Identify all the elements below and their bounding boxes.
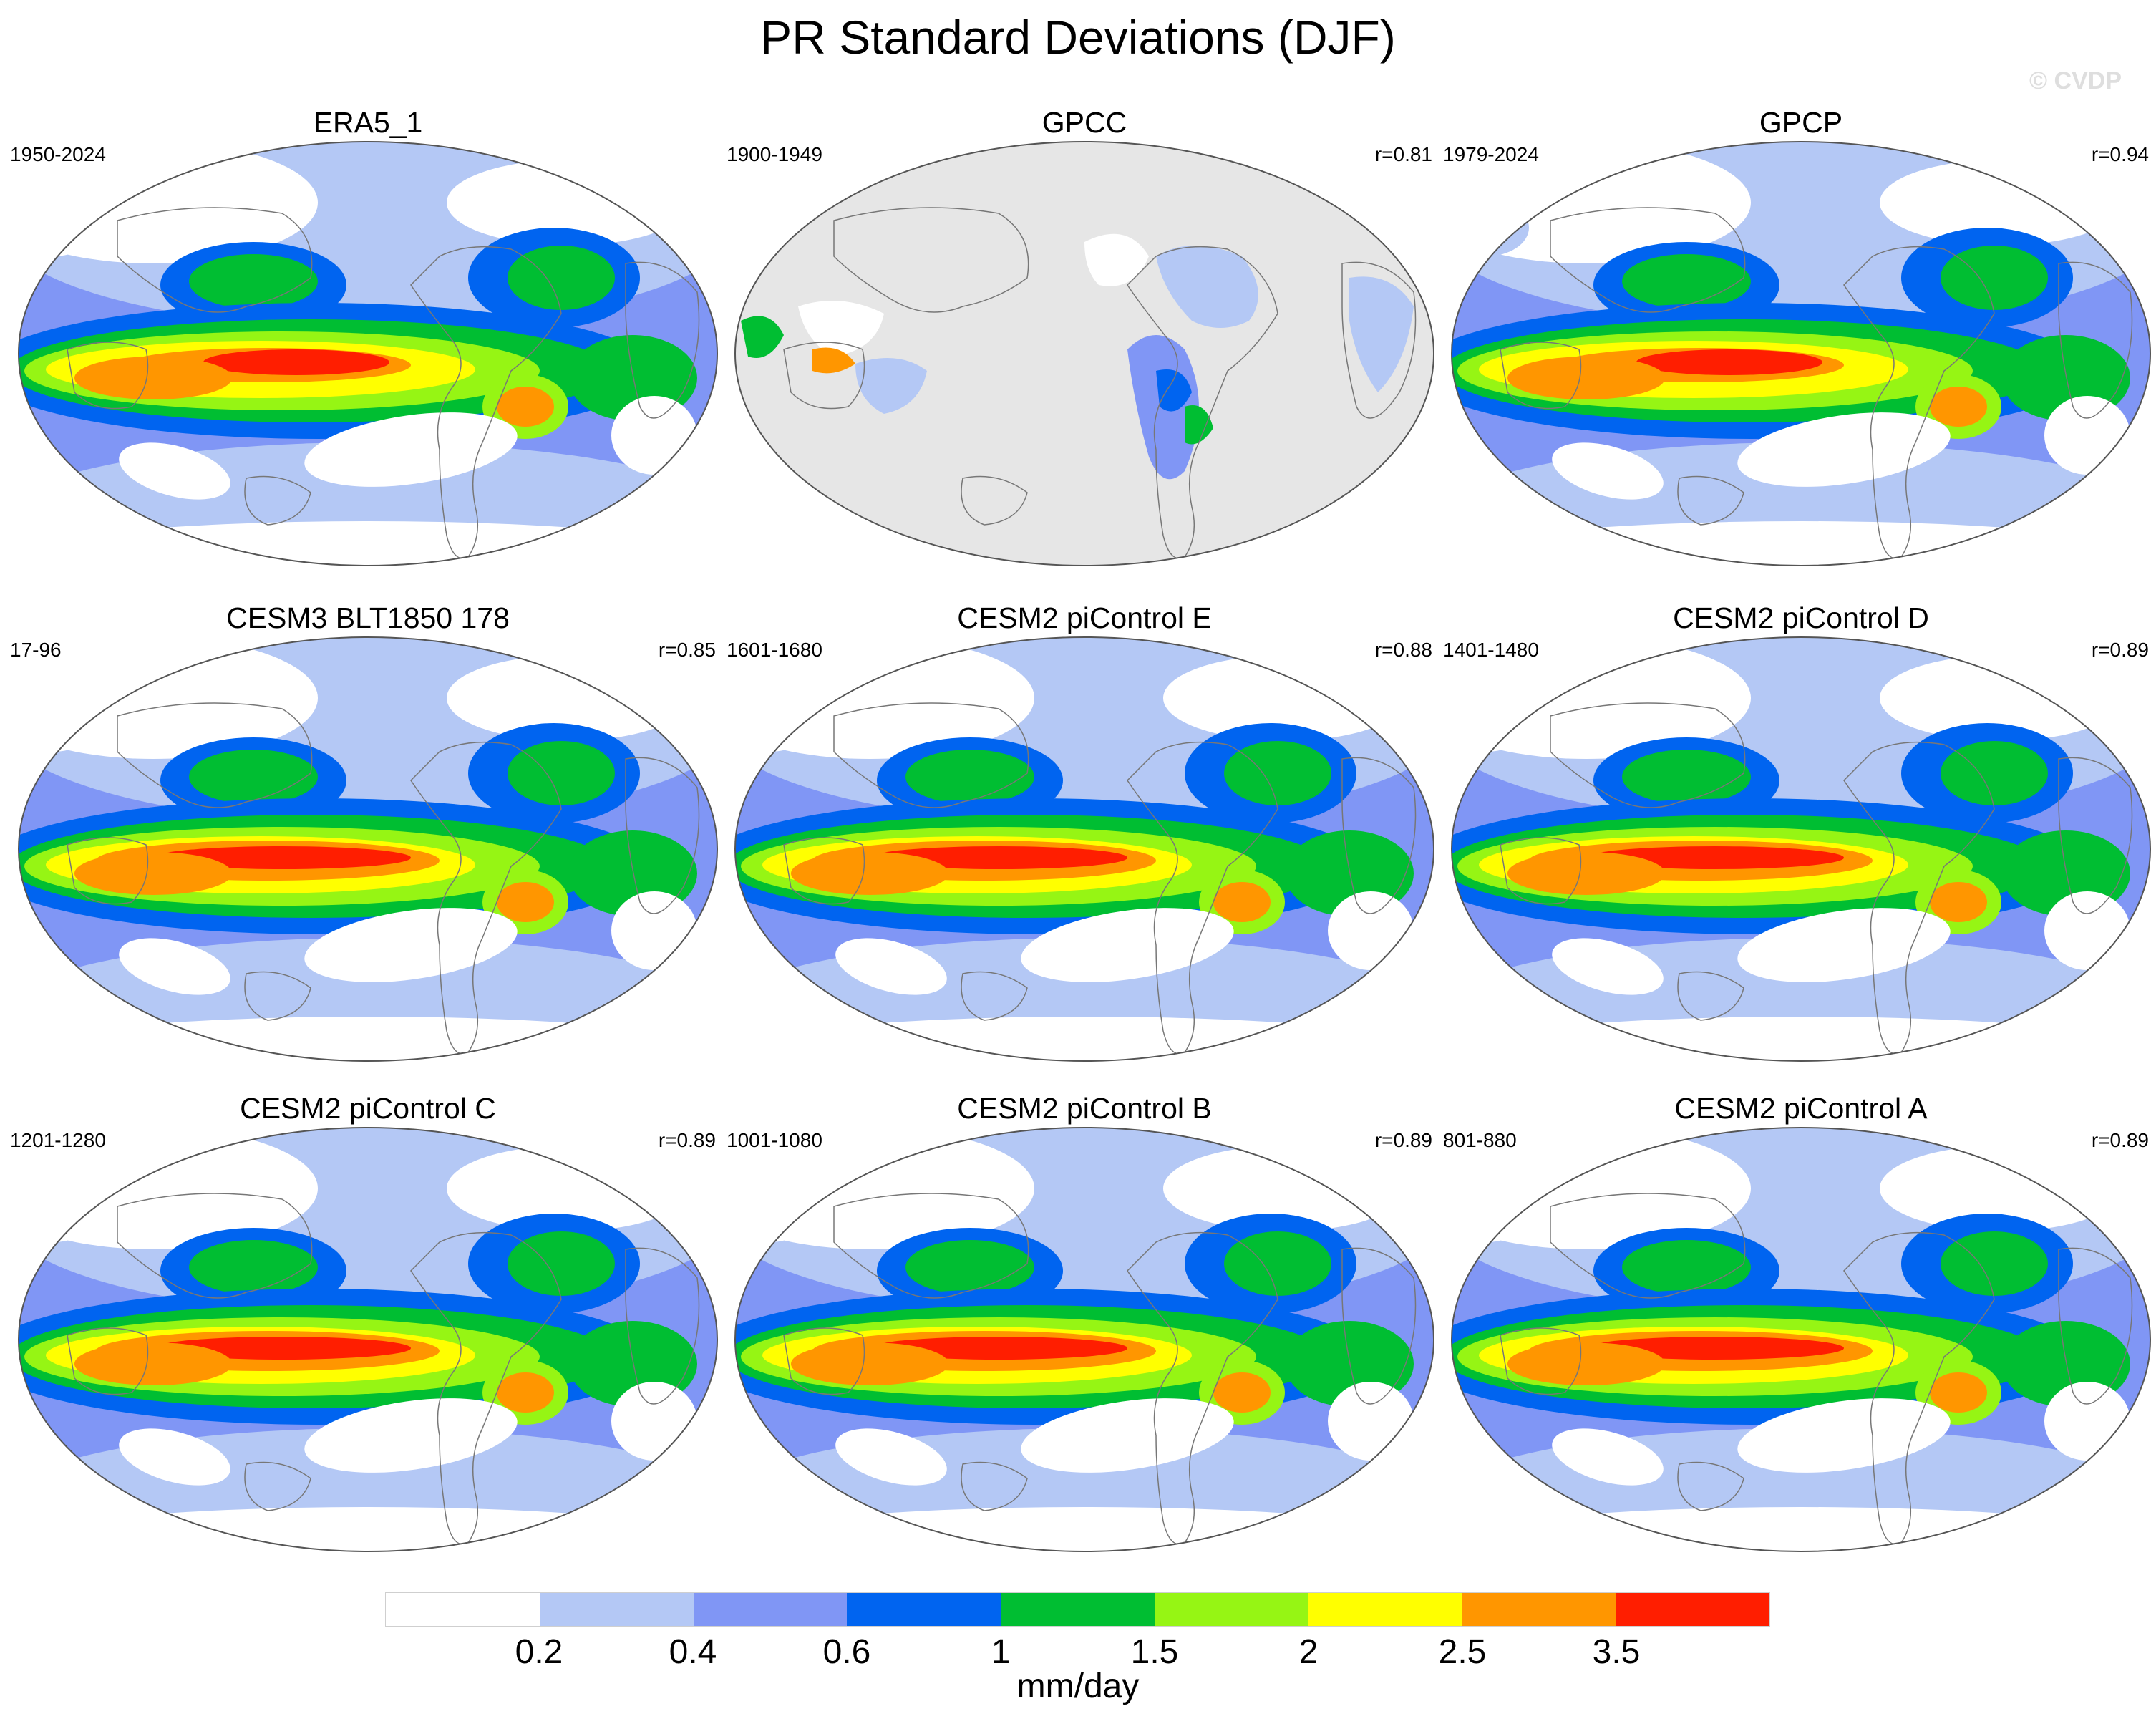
- world-map: [18, 636, 718, 1062]
- panel-period: 1601-1680: [727, 639, 822, 661]
- panel-period: 17-96: [10, 639, 62, 661]
- world-map: [18, 1127, 718, 1552]
- page-title: PR Standard Deviations (DJF): [760, 11, 1396, 64]
- world-map: [1451, 636, 2151, 1062]
- panel-title: ERA5_1: [313, 106, 423, 139]
- colorbar-tick-label: 0.6: [822, 1633, 871, 1671]
- colorbar-swatch: [1154, 1593, 1308, 1626]
- world-map: [1451, 141, 2151, 566]
- colorbar-tick-label: 3.5: [1592, 1633, 1641, 1671]
- colorbar-units: mm/day: [1016, 1667, 1140, 1705]
- panel-correlation: r=0.88: [1374, 639, 1432, 661]
- panel-period: 1979-2024: [1443, 143, 1539, 165]
- world-map: [734, 636, 1434, 1062]
- world-map: [1451, 1127, 2151, 1552]
- colorbar-swatch: [1308, 1593, 1462, 1626]
- panel-period: 801-880: [1443, 1129, 1517, 1151]
- panel-correlation: r=0.81: [1374, 143, 1432, 165]
- panel-correlation: r=0.89: [658, 1129, 716, 1151]
- map-panel: CESM2 piControl E 1601-1680 r=0.88: [727, 601, 1442, 1124]
- panel-correlation: r=0.89: [2091, 639, 2149, 661]
- colorbar-tick-label: 2.5: [1438, 1633, 1487, 1671]
- panel-title: CESM2 piControl B: [957, 1092, 1212, 1125]
- map-panel: ERA5_1 1950-2024: [10, 106, 726, 629]
- colorbar-swatch: [693, 1593, 848, 1626]
- colorbar-swatch: [386, 1593, 540, 1626]
- watermark: © CVDP: [2029, 67, 2122, 95]
- panel-period: 1001-1080: [727, 1129, 822, 1151]
- map-panel: GPCC 1900-1949 r=0.81: [727, 106, 1442, 629]
- panel-correlation: r=0.89: [1374, 1129, 1432, 1151]
- map-panel: CESM2 piControl C 1201-1280 r=0.89: [10, 1092, 726, 1614]
- panel-period: 1201-1280: [10, 1129, 106, 1151]
- colorbar-tick-label: 2: [1298, 1633, 1319, 1671]
- map-panel: CESM2 piControl D 1401-1480 r=0.89: [1443, 601, 2156, 1124]
- map-panel: CESM2 piControl B 1001-1080 r=0.89: [727, 1092, 1442, 1614]
- map-panel: GPCP 1979-2024 r=0.94: [1443, 106, 2156, 629]
- colorbar-labels: 0.2 0.4 0.6 1 1.5 2 2.5 3.5: [385, 1632, 1770, 1671]
- panel-period: 1900-1949: [727, 143, 822, 165]
- map-panel: CESM2 piControl A 801-880 r=0.89: [1443, 1092, 2156, 1614]
- panel-title: CESM2 piControl E: [957, 601, 1212, 634]
- panel-correlation: r=0.85: [658, 639, 716, 661]
- map-panels-grid: ERA5_1 1950-2024 GPCC 1900-1949 r=0.81 GPCP 19…: [10, 106, 2156, 1552]
- panel-period: 1401-1480: [1443, 639, 1539, 661]
- world-map: [734, 1127, 1434, 1552]
- panel-title: GPCC: [1041, 106, 1127, 139]
- colorbar-swatch: [1001, 1593, 1155, 1626]
- colorbar-tick-label: 0.2: [515, 1633, 563, 1671]
- world-map: [734, 141, 1434, 566]
- colorbar-tick-label: 1: [991, 1633, 1011, 1671]
- colorbar-tick-label: 1.5: [1130, 1633, 1179, 1671]
- panel-title: CESM2 piControl D: [1673, 601, 1929, 634]
- colorbar-swatch: [1462, 1593, 1616, 1626]
- panel-period: 1950-2024: [10, 143, 106, 165]
- world-map: [18, 141, 718, 566]
- colorbar-swatch: [539, 1593, 694, 1626]
- panel-title: CESM2 piControl A: [1674, 1092, 1928, 1125]
- colorbar: [385, 1592, 1770, 1627]
- panel-title: CESM2 piControl C: [240, 1092, 496, 1125]
- map-panel: CESM3 BLT1850 178 17-96 r=0.85: [10, 601, 726, 1124]
- panel-title: CESM3 BLT1850 178: [226, 601, 510, 634]
- panel-title: GPCP: [1759, 106, 1843, 139]
- colorbar-tick-label: 0.4: [669, 1633, 717, 1671]
- panel-correlation: r=0.94: [2091, 143, 2149, 165]
- panel-correlation: r=0.89: [2091, 1129, 2149, 1151]
- colorbar-swatch: [1616, 1593, 1770, 1626]
- colorbar-swatch: [847, 1593, 1001, 1626]
